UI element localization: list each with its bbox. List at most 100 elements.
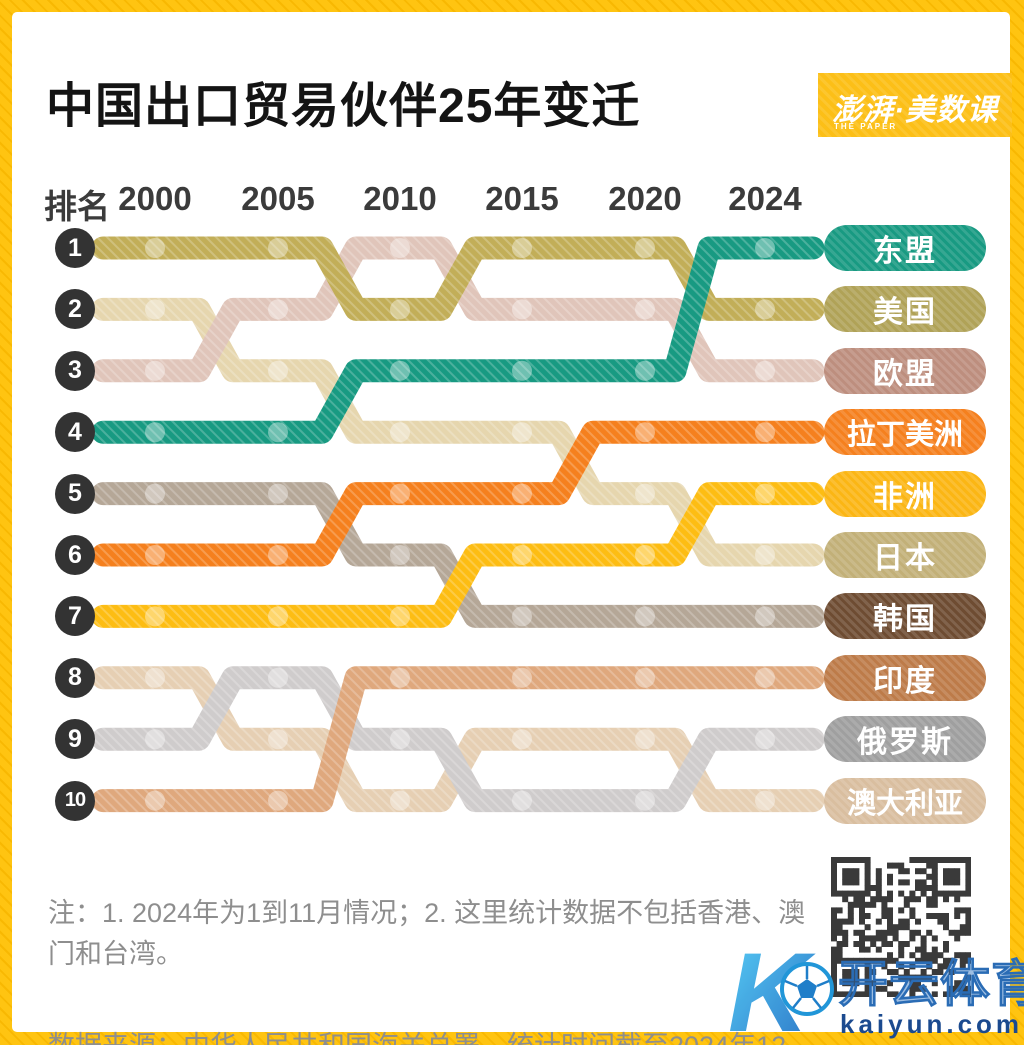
rank-badge-6: 6: [55, 535, 95, 575]
publisher-logo-text: 澎湃·美数课: [832, 94, 998, 127]
series-lines: [91, 236, 825, 813]
footnotes: 注：1. 2024年为1到11月情况；2. 这里统计数据不包括香港、澳 门和台湾…: [48, 852, 818, 1045]
series-line-asean: [91, 236, 825, 444]
tick-dot-africa-2020: [635, 545, 655, 565]
tick-dot-eu-2020: [635, 299, 655, 320]
legend-pill-india: 印度: [824, 654, 986, 701]
series-line-india: [91, 666, 825, 813]
legend-pill-usa: 美国: [824, 286, 986, 333]
tick-dots: [145, 238, 775, 811]
tick-dot-africa-2024: [755, 483, 775, 504]
tick-dot-australia-2024: [755, 790, 775, 811]
tick-dot-japan-2000: [145, 299, 165, 320]
tick-dot-asean-2020: [635, 360, 655, 381]
tick-dot-korea-2020: [635, 606, 655, 627]
tick-dot-latam-2000: [145, 545, 165, 565]
tick-dot-korea-2000: [145, 483, 165, 504]
legend-pill-australia: 澳大利亚: [824, 777, 986, 824]
rank-badge-10: 10: [55, 780, 95, 821]
publisher-logo-subtext: THE PAPER: [834, 122, 898, 131]
year-label-2015: 2015: [485, 180, 559, 217]
tick-dot-japan-2005: [268, 360, 288, 381]
tick-dot-eu-2010: [390, 238, 410, 258]
tick-dot-india-2010: [390, 667, 410, 688]
tick-dot-korea-2010: [390, 545, 410, 565]
kaiyun-watermark: K 开云体育 kaiyun.com: [728, 931, 1024, 1045]
tick-dot-russia-2015: [512, 790, 532, 811]
legend-pill-japan: 日本: [824, 532, 986, 578]
tick-dot-russia-2020: [635, 790, 655, 811]
rank-badge-4: 4: [55, 412, 95, 453]
series-line-africa: [91, 482, 825, 628]
series-line-russia: [91, 666, 825, 813]
tick-dot-russia-2000: [145, 729, 165, 750]
tick-dot-latam-2024: [755, 422, 775, 443]
rank-badge-1: 1: [55, 228, 95, 268]
tick-dot-latam-2020: [635, 422, 655, 443]
tick-dot-eu-2015: [512, 299, 532, 320]
legend-pill-russia: 俄罗斯: [824, 716, 986, 763]
rank-column-header: 排名: [44, 188, 110, 225]
tick-dot-eu-2000: [145, 360, 165, 381]
tick-dot-korea-2015: [512, 606, 532, 627]
tick-dot-usa-2005: [268, 238, 288, 258]
tick-dot-russia-2024: [755, 729, 775, 750]
tick-dot-india-2005: [268, 790, 288, 811]
legend-pill-eu: 欧盟: [824, 347, 986, 394]
tick-dot-latam-2010: [390, 483, 410, 504]
tick-dot-usa-2010: [390, 299, 410, 320]
tick-dot-korea-2024: [755, 606, 775, 627]
rank-badge-7: 7: [55, 596, 95, 637]
tick-dot-africa-2010: [390, 606, 410, 627]
football-icon: [780, 962, 834, 1016]
tick-dot-asean-2005: [268, 422, 288, 443]
year-label-2000: 2000: [118, 180, 192, 217]
year-label-2024: 2024: [728, 180, 802, 217]
watermark-brand-text: 开云体育: [838, 956, 1024, 1012]
tick-dot-asean-2024: [755, 238, 775, 258]
tick-dot-australia-2020: [635, 729, 655, 750]
series-line-korea: [91, 482, 825, 628]
tick-dot-india-2000: [145, 790, 165, 811]
year-label-2010: 2010: [363, 180, 437, 217]
watermark-domain: kaiyun.com: [840, 1009, 1023, 1039]
page-title: 中国出口贸易伙伴25年变迁: [46, 80, 641, 133]
series-line-latam: [91, 420, 825, 567]
tick-dot-japan-2020: [635, 483, 655, 504]
tick-dot-russia-2005: [268, 667, 288, 688]
tick-dot-latam-2015: [512, 483, 532, 504]
tick-dot-africa-2005: [268, 606, 288, 627]
rank-badge-9: 9: [55, 719, 95, 760]
rank-badge-5: 5: [55, 473, 95, 514]
tick-dot-japan-2024: [755, 545, 775, 565]
tick-dot-asean-2000: [145, 422, 165, 443]
tick-dot-india-2020: [635, 667, 655, 688]
tick-dot-asean-2010: [390, 360, 410, 381]
tick-dot-latam-2005: [268, 545, 288, 565]
tick-dot-eu-2005: [268, 299, 288, 320]
legend-pill-africa: 非洲: [824, 470, 986, 517]
tick-dot-australia-2005: [268, 729, 288, 750]
tick-dot-usa-2000: [145, 238, 165, 258]
year-label-2005: 2005: [241, 180, 315, 217]
qr-code: [831, 857, 971, 997]
tick-dot-australia-2010: [390, 790, 410, 811]
tick-dot-usa-2020: [635, 238, 655, 258]
tick-dot-asean-2015: [512, 360, 532, 381]
legend-pill-korea: 韩国: [824, 593, 986, 640]
year-label-2020: 2020: [608, 180, 682, 217]
tick-dot-eu-2024: [755, 360, 775, 381]
tick-dot-usa-2024: [755, 299, 775, 320]
tick-dot-australia-2015: [512, 729, 532, 750]
rank-badge-3: 3: [55, 350, 95, 391]
tick-dot-russia-2010: [390, 729, 410, 750]
tick-dot-korea-2005: [268, 483, 288, 504]
rank-badge-2: 2: [55, 289, 95, 330]
footnote-1: 注：1. 2024年为1到11月情况；2. 这里统计数据不包括香港、澳 门和台湾…: [48, 898, 806, 970]
footnote-2: 数据来源：中华人民共和国海关总署，统计时间截至2024年12 月10日。: [48, 1026, 818, 1045]
tick-dot-india-2024: [755, 667, 775, 688]
tick-dot-africa-2015: [512, 545, 532, 565]
tick-dot-japan-2010: [390, 422, 410, 443]
